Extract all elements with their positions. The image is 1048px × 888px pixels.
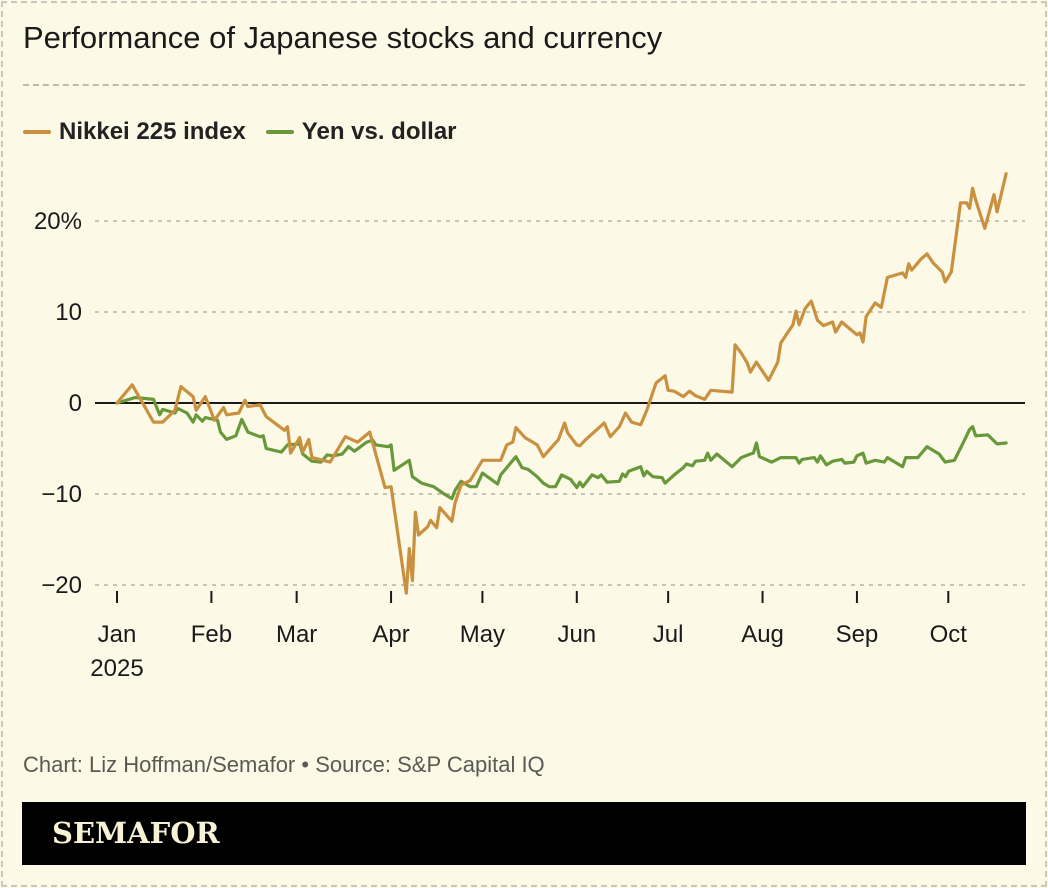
x-tick-label: Jul bbox=[653, 621, 684, 648]
y-tick-label: 20% bbox=[34, 208, 82, 235]
series-line-yen bbox=[115, 395, 1008, 501]
legend-swatch-nikkei bbox=[23, 130, 51, 134]
x-tick-label: Jan bbox=[98, 621, 137, 648]
brand-banner: SEMAFOR bbox=[22, 802, 1026, 865]
title-divider bbox=[23, 84, 1025, 86]
legend: Nikkei 225 index Yen vs. dollar bbox=[23, 118, 457, 146]
legend-item-nikkei: Nikkei 225 index bbox=[23, 118, 246, 146]
legend-label-nikkei: Nikkei 225 index bbox=[59, 118, 246, 145]
x-tick-label: Apr bbox=[372, 621, 409, 648]
line-chart: 20% 10 0 −10 −20 Jan 2025 Feb Mar Apr May Jun Jul Aug… bbox=[34, 172, 1025, 682]
legend-label-yen: Yen vs. dollar bbox=[301, 118, 457, 145]
x-tick-label: Mar bbox=[276, 621, 317, 648]
x-tick-label: Aug bbox=[741, 621, 784, 648]
legend-swatch-yen bbox=[265, 130, 294, 134]
y-tick-label: −20 bbox=[41, 572, 82, 599]
legend-item-yen: Yen vs. dollar bbox=[265, 118, 457, 146]
series-line-nikkei bbox=[115, 172, 1008, 595]
x-tick-label: Jun bbox=[557, 621, 596, 648]
x-tick-label: Feb bbox=[191, 621, 232, 648]
x-tick-label: Sep bbox=[836, 621, 879, 648]
chart-title: Performance of Japanese stocks and curre… bbox=[23, 20, 663, 55]
y-tick-label: −10 bbox=[41, 481, 82, 508]
x-tick-sublabel: 2025 bbox=[90, 655, 143, 682]
x-tick-label: May bbox=[460, 621, 505, 648]
semafor-logo: SEMAFOR bbox=[52, 816, 220, 850]
chart-credit: Chart: Liz Hoffman/Semafor • Source: S&P… bbox=[23, 752, 545, 777]
y-tick-label: 10 bbox=[55, 299, 82, 326]
y-tick-label: 0 bbox=[69, 390, 82, 417]
x-tick-label: Oct bbox=[930, 621, 968, 648]
